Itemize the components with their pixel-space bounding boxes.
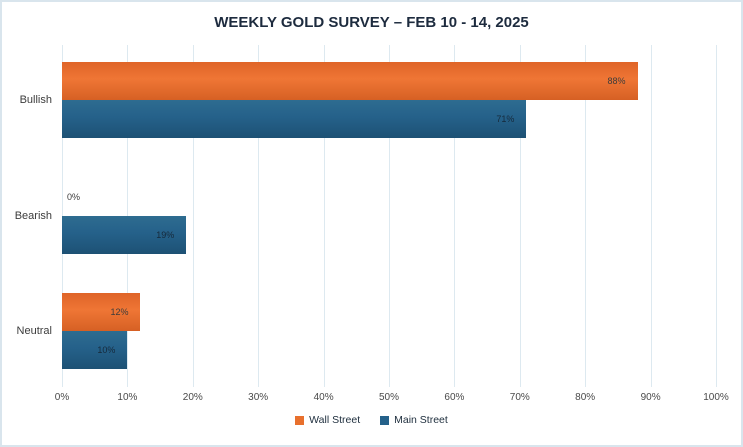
gridline [323, 45, 325, 387]
x-tick-label: 70% [509, 392, 530, 403]
data-label-main-street-bullish: 71% [496, 114, 515, 124]
x-tick-label: 0% [54, 392, 70, 403]
gridline [585, 45, 587, 387]
x-tick-label: 90% [640, 392, 661, 403]
bar-wall-street-neutral [62, 293, 141, 331]
gridline [650, 45, 652, 387]
x-tick-label: 60% [444, 392, 465, 403]
category-label-bullish: Bullish [19, 94, 52, 106]
x-tick-label: 40% [313, 392, 334, 403]
legend-marker-wall-street [295, 415, 305, 425]
gridline [519, 45, 521, 387]
x-tick-label: 50% [378, 392, 400, 403]
chart-title: WEEKLY GOLD SURVEY – FEB 10 - 14, 2025 [214, 14, 529, 31]
x-tick-label: 100% [703, 392, 729, 403]
x-tick-label: 80% [575, 392, 596, 403]
bar-wall-street-bullish [62, 62, 638, 100]
legend: Wall Street Main Street [2, 414, 741, 426]
bar-main-street-bullish [62, 100, 527, 138]
data-label-main-street-bearish: 19% [156, 230, 175, 240]
category-label-bearish: Bearish [14, 210, 52, 222]
x-axis: 0% 10% 20% 30% 40% 50% 60% 70% 80% 90% 100% [55, 392, 729, 406]
data-label-main-street-neutral: 10% [97, 345, 116, 355]
legend-label-wall-street: Wall Street [309, 414, 361, 426]
legend-item-main-street: Main Street [380, 414, 448, 426]
gridline [716, 45, 717, 387]
category-label-neutral: Neutral [16, 325, 52, 337]
x-tick-label: 20% [182, 392, 203, 403]
gridline [192, 45, 194, 387]
legend-item-wall-street: Wall Street [295, 414, 360, 426]
legend-label-main-street: Main Street [394, 414, 448, 426]
data-label-wall-street-neutral: 12% [110, 307, 129, 317]
x-tick-label: 30% [248, 392, 269, 403]
x-tick-label: 10% [117, 392, 138, 403]
bar-main-street-bearish [62, 216, 187, 254]
data-label-wall-street-bullish: 88% [607, 76, 626, 86]
legend-marker-main-street [380, 415, 390, 425]
data-label-wall-street-bearish: 0% [67, 192, 81, 202]
gridline [454, 45, 456, 387]
plot-area: Bullish 88% 71% Bearish 0% 19% Neutral 12% 10% [15, 45, 717, 387]
gridline [258, 45, 260, 387]
gridline [389, 45, 390, 387]
bar-main-street-neutral [62, 331, 128, 369]
